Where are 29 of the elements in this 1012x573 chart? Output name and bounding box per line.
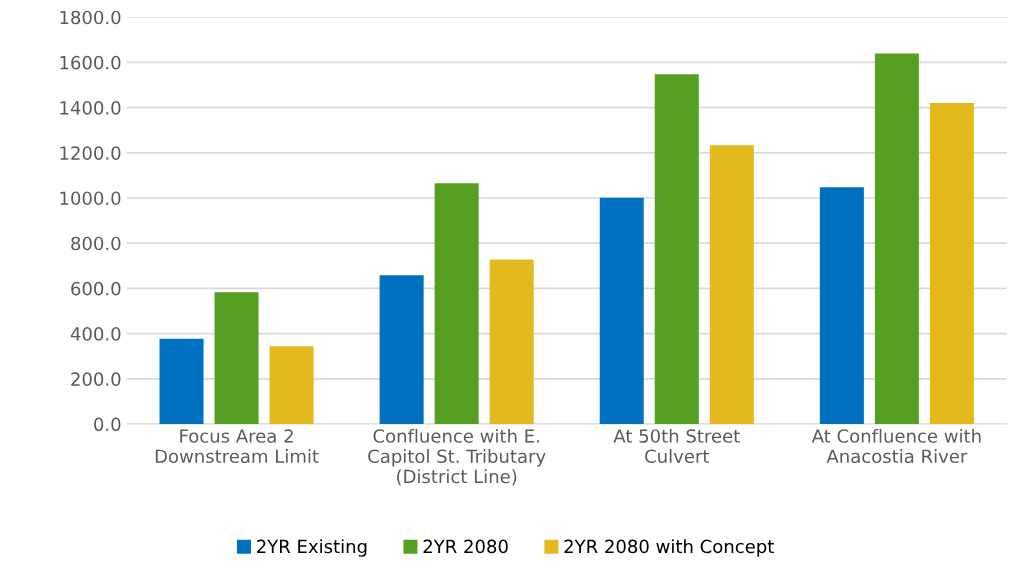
x-tick-label: At Confluence with Anacostia River	[811, 428, 981, 464]
bar	[599, 197, 644, 425]
bar	[159, 338, 204, 425]
y-tick-label: 1600.0	[60, 55, 121, 70]
bar	[819, 187, 864, 425]
bar	[929, 103, 974, 425]
y-tick-label: 1000.0	[60, 191, 121, 206]
legend-label: 2YR 2080	[423, 539, 508, 554]
bar	[709, 145, 754, 425]
y-tick-label: 0.0	[94, 417, 121, 432]
y-tick-label: 1200.0	[60, 146, 121, 160]
bar	[379, 275, 424, 425]
bar	[874, 53, 919, 425]
x-tick-label: At 50th Street Culvert	[613, 428, 740, 464]
x-tick-label: Confluence with E. Capitol St. Tributary (District Line)	[368, 428, 546, 486]
y-tick-label: 1400.0	[60, 101, 121, 115]
x-tick-label: Focus Area 2 Downstream Limit	[155, 429, 319, 464]
legend-label: 2YR Existing	[257, 539, 367, 557]
bar	[214, 292, 259, 425]
y-tick-label: 800.0	[71, 236, 121, 251]
y-tick-label: 400.0	[70, 327, 121, 341]
y-tick-label: 600.0	[71, 281, 121, 296]
y-tick-label: 200.0	[71, 372, 121, 386]
legend-label: 2YR 2080 with Concept	[564, 539, 774, 557]
y-tick-label: 1800.0	[60, 10, 121, 25]
bar	[269, 346, 314, 425]
bar	[489, 259, 534, 425]
bar	[654, 74, 699, 425]
bar	[434, 183, 479, 425]
